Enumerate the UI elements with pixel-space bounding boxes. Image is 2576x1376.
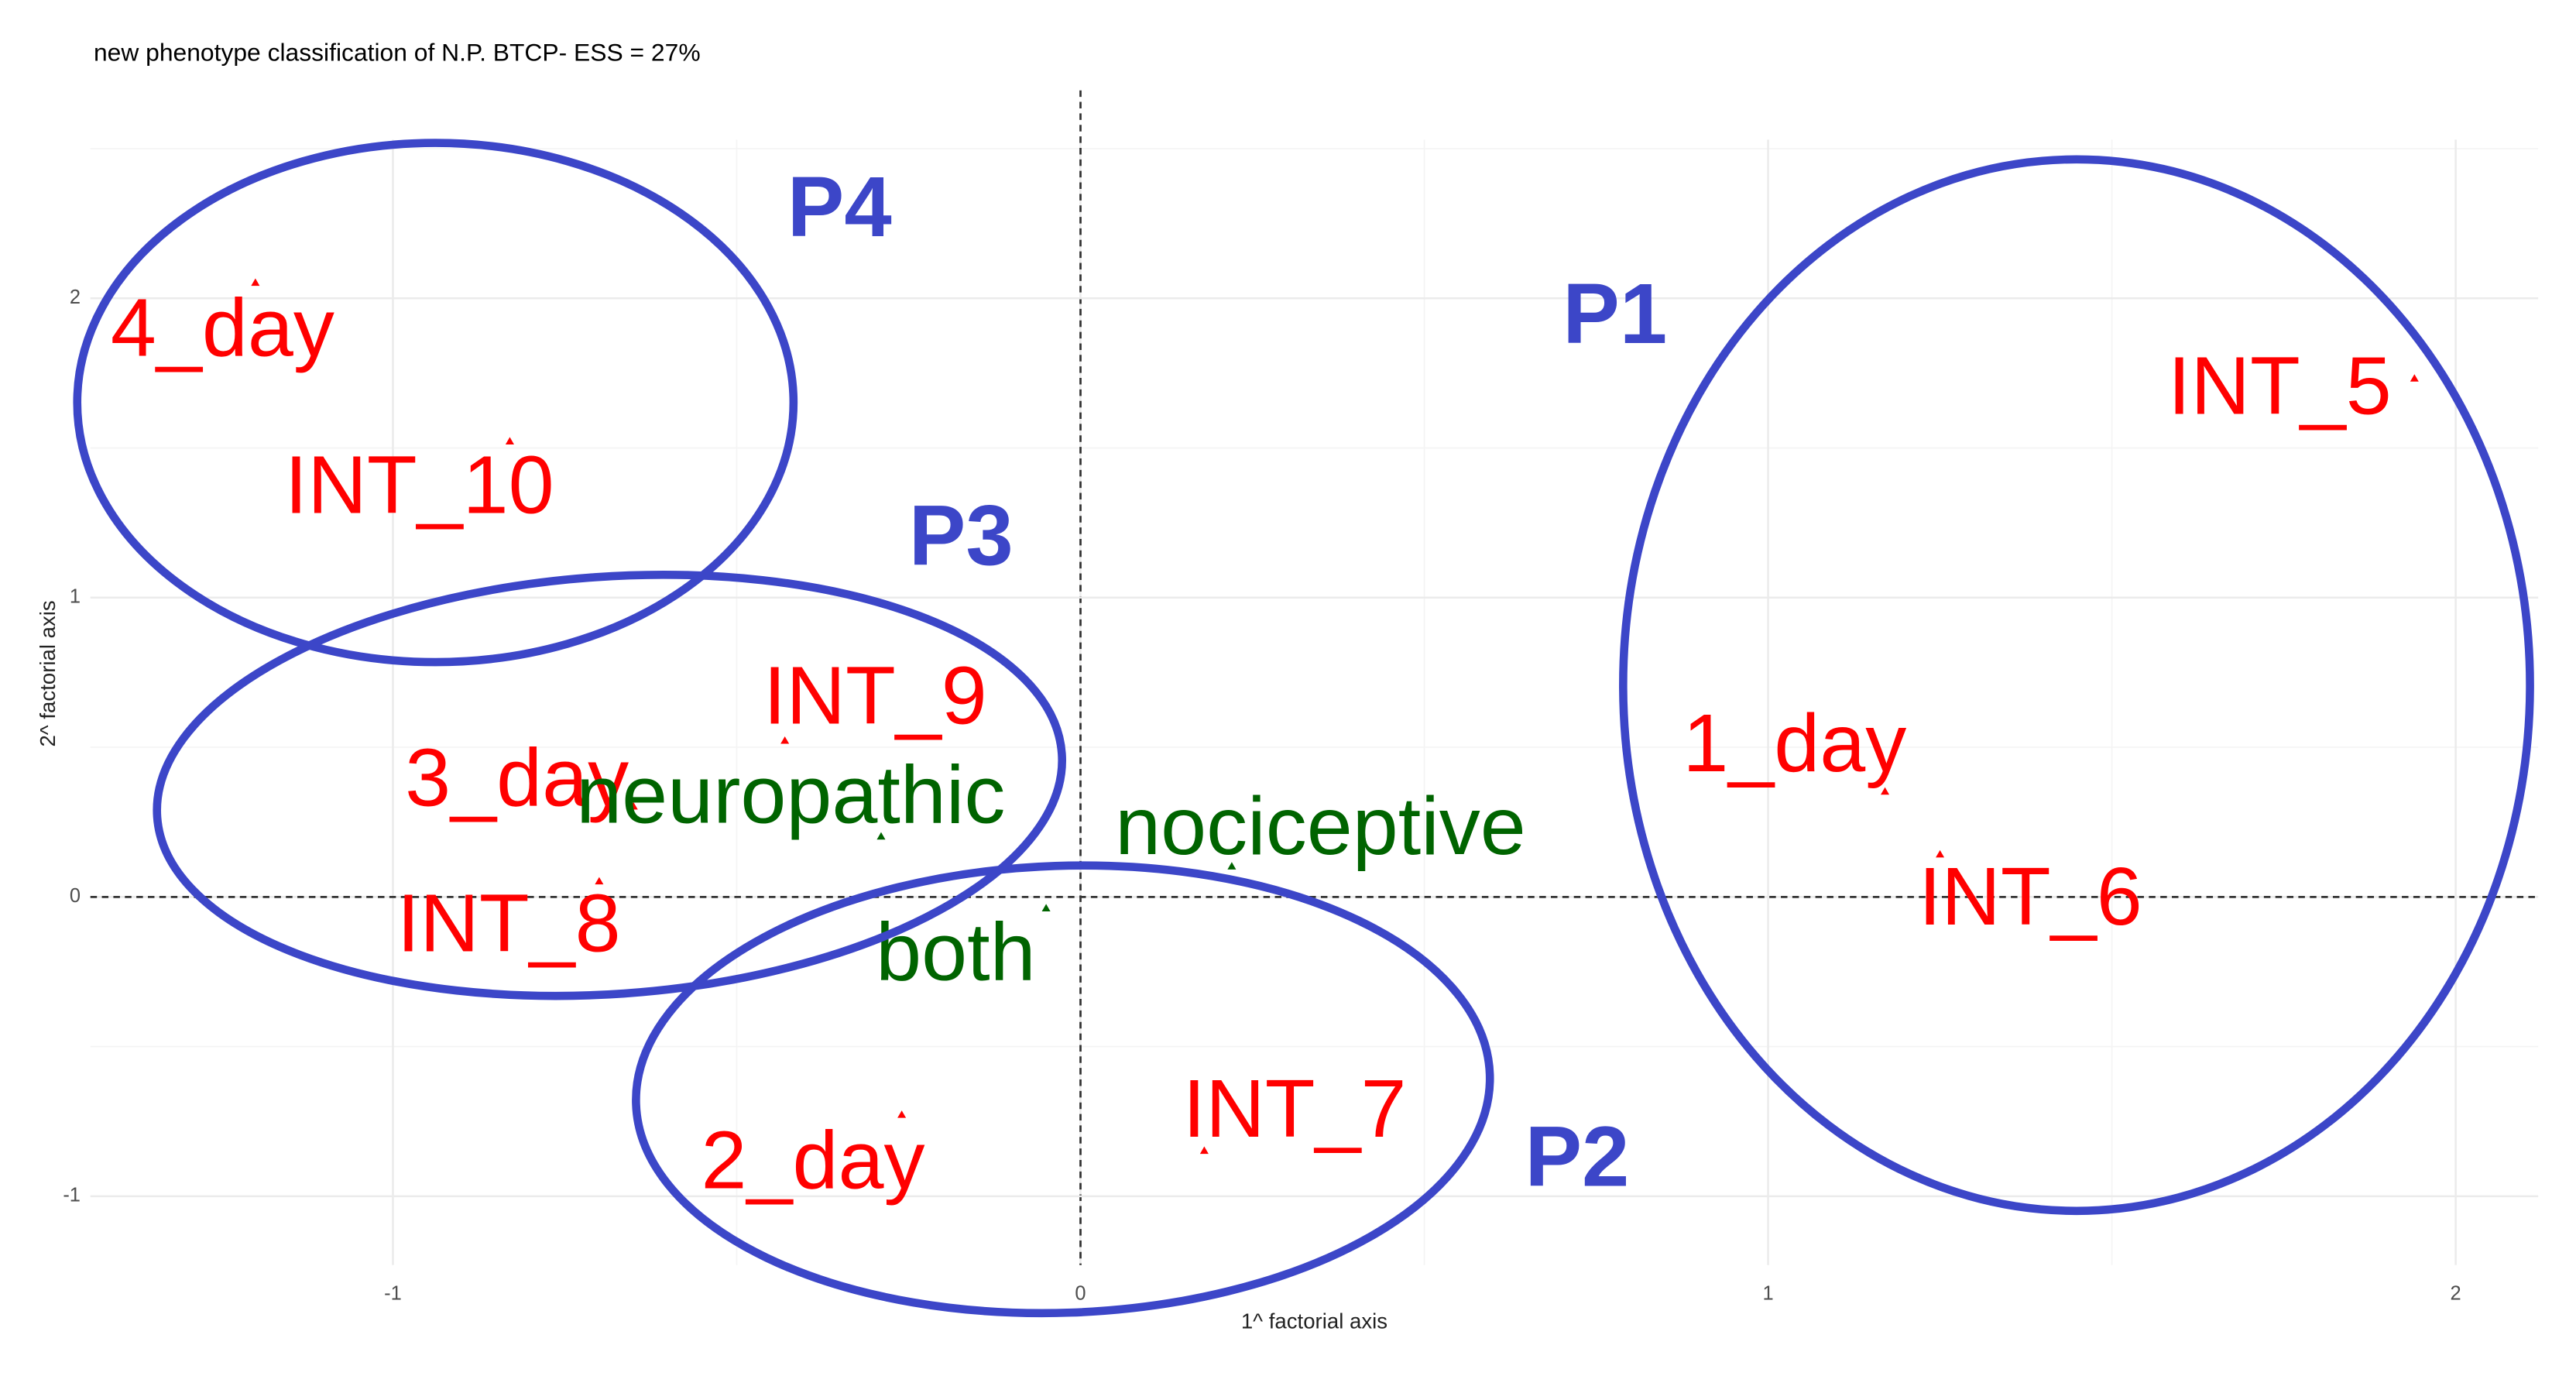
point-label: 1_day [1682,698,1906,789]
x-tick-label: 2 [2451,1283,2461,1305]
x-axis-title: 1^ factorial axis [1241,1309,1387,1333]
point [2410,374,2419,382]
point-label: INT_10 [285,439,554,530]
point-label: INT_7 [1183,1063,1407,1155]
point [1199,1146,1209,1155]
y-axis-title: 2^ factorial axis [36,600,60,746]
point-label: INT_6 [1919,851,2142,942]
y-tick-label: 2 [70,287,81,308]
grid-layer: -1 0 1 2 -1 0 1 2 [63,90,2539,1305]
point [629,801,638,810]
cluster-label: P3 [909,488,1014,583]
point [1041,904,1051,911]
cluster-label: P4 [787,160,892,255]
y-tick-label: 0 [70,885,81,907]
point-label: nociceptive [1115,781,1526,872]
point [1936,849,1945,858]
point [251,278,260,287]
point-label: both [876,906,1035,997]
cluster-ellipse [153,571,1066,1000]
point [1881,787,1890,795]
y-tick-label: 1 [70,585,81,607]
point-label: neuropathic [576,749,1005,840]
cluster-label: P2 [1525,1109,1629,1204]
point-label: INT_5 [2168,341,2392,432]
point [1227,862,1237,870]
point-label: INT_9 [763,650,987,741]
cluster-label: P1 [1562,266,1667,362]
point-label: 2_day [701,1114,925,1206]
chart-title: new phenotype classification of N.P. BTC… [94,38,701,66]
cluster-ellipse [73,139,798,667]
point [505,437,514,444]
x-tick-label: -1 [384,1283,402,1305]
point [780,736,790,744]
point [595,877,604,885]
cluster-ellipse [1619,155,2534,1216]
x-tick-label: 0 [1075,1283,1086,1305]
cluster-ellipse [632,861,1494,1318]
point-label: 4_day [111,283,334,374]
point [897,1110,907,1118]
x-tick-label: 1 [1762,1283,1773,1305]
mark-layer: 4_day INT_10 INT_9 3_day INT_8 2_day INT_7 1_da… [111,278,2419,1206]
point-label: 3_day [405,733,629,824]
point-label: INT_8 [397,878,621,969]
point [876,832,886,840]
y-tick-label: -1 [63,1185,81,1206]
